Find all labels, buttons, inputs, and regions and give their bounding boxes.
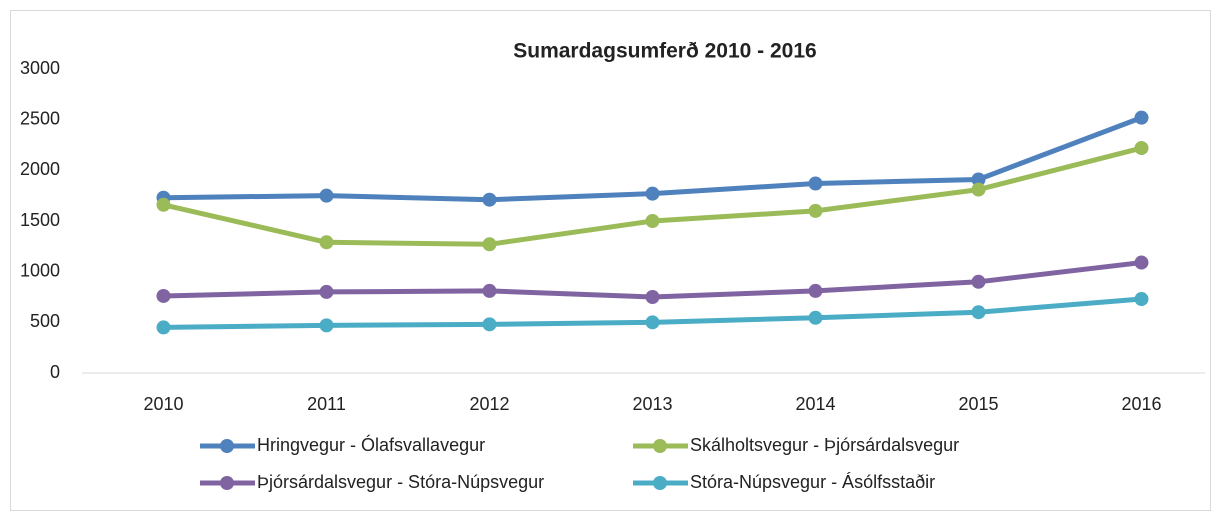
data-point (319, 284, 334, 299)
data-point (645, 315, 660, 330)
y-tick-label: 1000 (20, 260, 60, 280)
x-tick-label: 2012 (469, 394, 509, 414)
data-point (808, 310, 823, 325)
chart-border (10, 10, 1211, 511)
data-point (808, 283, 823, 298)
data-point (319, 235, 334, 250)
y-tick-label: 0 (50, 362, 60, 382)
data-point (808, 203, 823, 218)
legend-marker (220, 476, 234, 490)
x-tick-label: 2016 (1121, 394, 1161, 414)
data-point (319, 188, 334, 203)
legend-label: Stóra-Núpsvegur - Ásólfsstaðir (690, 472, 935, 492)
y-tick-label: 500 (30, 311, 60, 331)
legend-label: Þjórsárdalsvegur - Stóra-Núpsvegur (257, 472, 544, 492)
y-tick-label: 1500 (20, 210, 60, 230)
legend-label: Hringvegur - Ólafsvallavegur (257, 434, 485, 455)
x-tick-label: 2013 (632, 394, 672, 414)
x-tick-label: 2015 (958, 394, 998, 414)
data-point (482, 237, 497, 252)
y-tick-label: 2000 (20, 159, 60, 179)
data-point (482, 192, 497, 207)
data-point (1134, 110, 1149, 125)
data-point (1134, 141, 1149, 156)
legend-marker (653, 476, 667, 490)
legend-label: Skálholtsvegur - Þjórsárdalsvegur (690, 435, 959, 455)
data-point (645, 186, 660, 201)
legend-marker (653, 439, 667, 453)
data-point (645, 214, 660, 228)
data-point (156, 197, 171, 212)
data-point (482, 283, 497, 298)
data-point (156, 288, 171, 303)
data-point (645, 290, 660, 304)
data-point (808, 176, 823, 191)
data-point (971, 274, 986, 289)
data-point (1134, 292, 1149, 307)
data-point (319, 318, 334, 333)
data-point (156, 320, 171, 335)
data-point (1134, 255, 1149, 270)
y-tick-label: 2500 (20, 108, 60, 128)
data-point (971, 182, 986, 197)
x-tick-label: 2010 (143, 394, 183, 414)
chart-title: Sumardagsumferð 2010 - 2016 (513, 40, 816, 63)
x-tick-label: 2014 (795, 394, 835, 414)
y-tick-label: 3000 (20, 58, 60, 78)
legend-marker (220, 439, 234, 453)
data-point (971, 305, 986, 320)
x-tick-label: 2011 (307, 394, 346, 414)
data-point (482, 317, 497, 332)
data-point (971, 172, 986, 187)
